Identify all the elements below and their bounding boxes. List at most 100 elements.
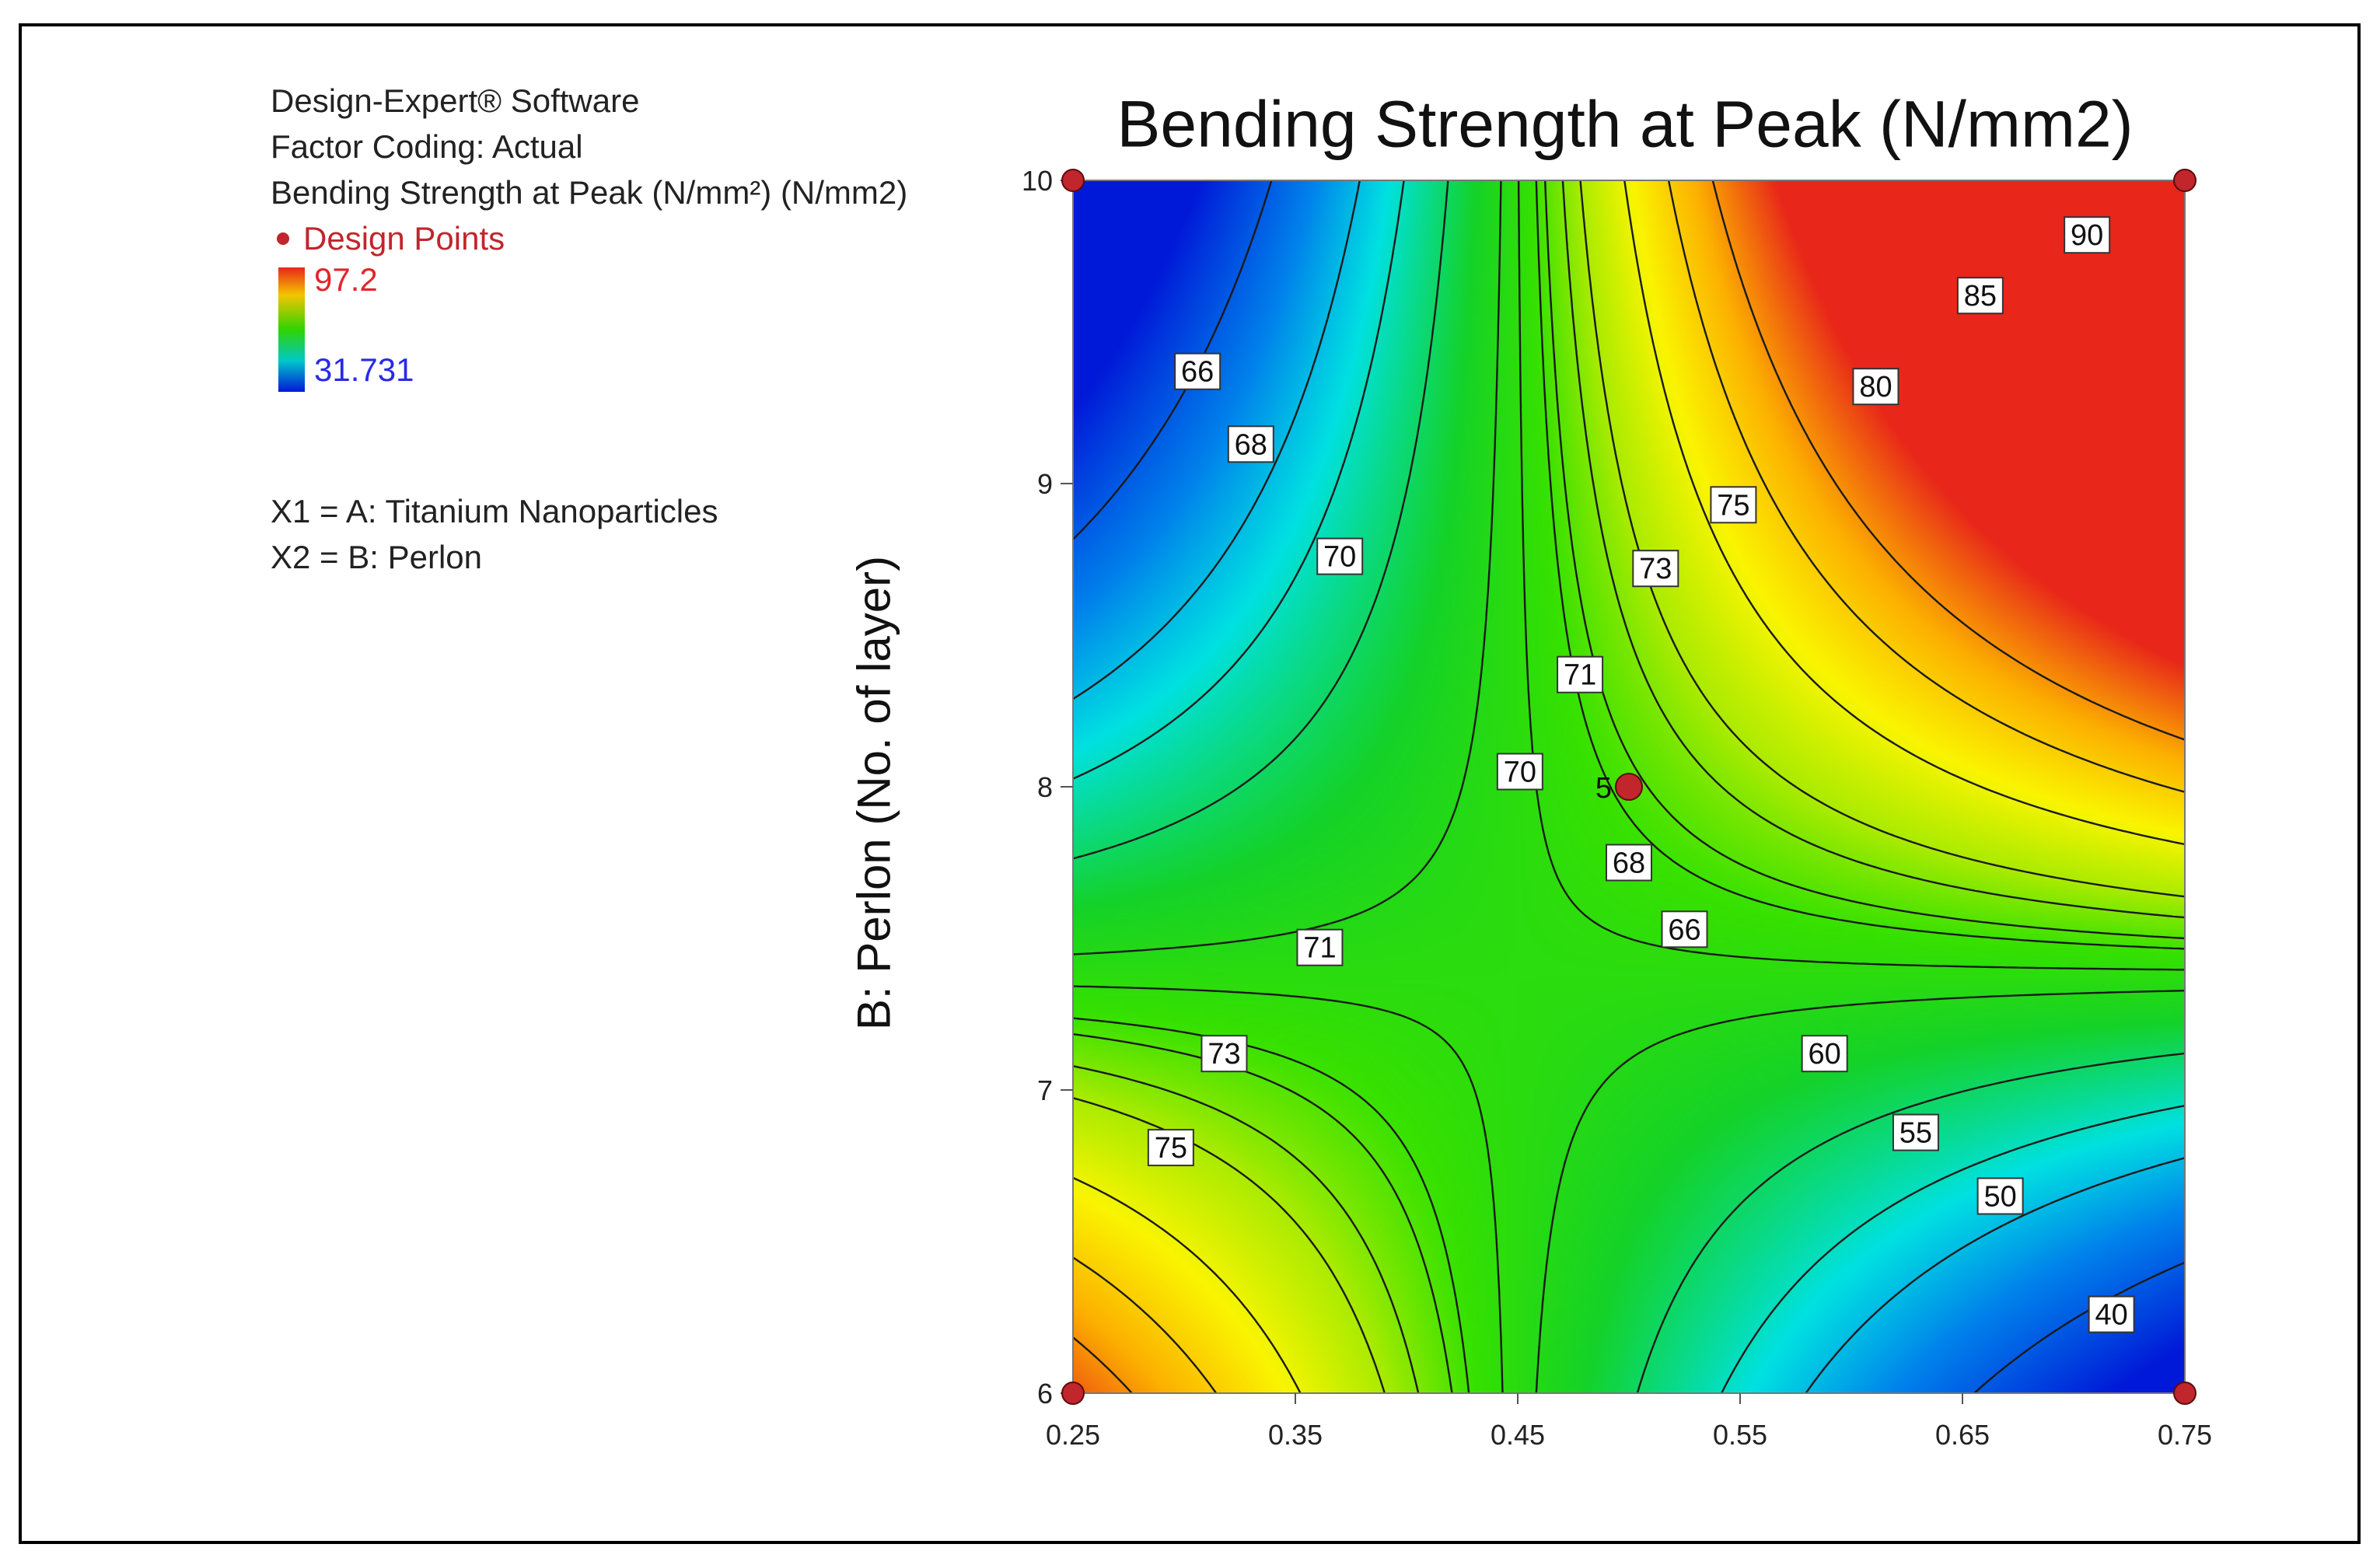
y-tick-label: 8 — [1037, 771, 1053, 803]
contour-label-text: 70 — [1323, 541, 1356, 574]
contour-label: 80 — [1852, 368, 1899, 406]
contour-label-box — [1316, 537, 1364, 575]
contour-label: 71 — [1296, 928, 1344, 966]
legend-response: Bending Strength at Peak (N/mm²) (N/mm2) — [271, 174, 908, 211]
contour-label-box — [2088, 1295, 2135, 1333]
contour-label-text: 55 — [1899, 1117, 1932, 1150]
contour-label: 40 — [2088, 1295, 2135, 1333]
factor-definitions: X1 = A: Titanium Nanoparticles X2 = B: P… — [271, 488, 718, 580]
design-point — [1061, 169, 1085, 192]
contour-label-text: 71 — [1303, 932, 1336, 965]
contour-line-66 — [1072, 180, 2186, 1394]
contour-label: 73 — [1200, 1035, 1248, 1073]
contour-label-box — [1976, 1177, 2024, 1215]
contour-label-box — [1227, 425, 1274, 463]
contour-line-75 — [1072, 180, 2186, 1394]
contour-label-box — [1801, 1035, 1848, 1073]
contour-label: 68 — [1606, 844, 1652, 882]
contour-label-box — [2064, 216, 2111, 254]
contour-line-50 — [1072, 180, 2186, 1394]
contour-label-text: 90 — [2071, 219, 2103, 252]
contour-line-73 — [1072, 180, 2186, 1394]
contour-label-text: 40 — [2095, 1299, 2127, 1332]
contour-label-text: 66 — [1668, 913, 1700, 946]
contour-label-text: 60 — [1809, 1038, 1841, 1071]
x-tick-label: 0.75 — [2158, 1419, 2212, 1451]
contour-label-box — [1956, 277, 2004, 315]
contour-line-68 — [1072, 180, 2185, 1394]
contour-label-text: 73 — [1207, 1038, 1240, 1071]
legend-coding: Factor Coding: Actual — [271, 128, 583, 165]
contour-label-box — [1632, 550, 1679, 588]
contour-label-text: 68 — [1613, 847, 1645, 880]
contour-label: 68 — [1227, 425, 1274, 463]
color-scale-max: 97.2 — [314, 261, 378, 298]
x-tick-label: 0.55 — [1713, 1419, 1767, 1451]
contour-label-box — [1606, 844, 1652, 882]
y-tick-label: 9 — [1037, 468, 1053, 500]
design-point — [2173, 169, 2197, 192]
contour-label: 70 — [1316, 537, 1364, 575]
contour-label-box — [1147, 1129, 1194, 1167]
contour-label-text: 70 — [1504, 756, 1536, 789]
contour-label-box — [1852, 368, 1899, 406]
x-tick-label: 0.65 — [1935, 1419, 1990, 1451]
legend-software: Design-Expert® Software — [271, 82, 640, 119]
y-tick-label: 7 — [1037, 1074, 1053, 1106]
contour-label: 50 — [1976, 1177, 2024, 1215]
factor-x2: X2 = B: Perlon — [271, 539, 482, 575]
contour-label: 75 — [1710, 486, 1757, 524]
contour-label: 75 — [1147, 1129, 1194, 1167]
design-point — [2173, 1382, 2197, 1405]
contour-line-71 — [1072, 180, 2186, 1394]
color-scale-min: 31.731 — [314, 351, 414, 388]
contour-label-text: 71 — [1564, 659, 1596, 692]
contour-label-text: 73 — [1639, 553, 1672, 585]
contour-label: 55 — [1892, 1113, 1939, 1151]
contour-label: 71 — [1557, 655, 1604, 693]
design-point-icon — [277, 232, 289, 245]
contour-label-box — [1557, 655, 1604, 693]
contour-label-box — [1892, 1113, 1939, 1151]
contour-label-box — [1296, 928, 1344, 966]
contour-label: 66 — [1174, 352, 1221, 390]
contour-label-text: 50 — [1983, 1181, 2016, 1214]
contour-line-80 — [1072, 180, 2186, 1394]
contour-label-text: 85 — [1964, 280, 1997, 313]
x-tick-label: 0.25 — [1046, 1419, 1100, 1451]
axes: 0.25 0.35 0.45 0.55 0.65 0.75 6 7 8 9 10 — [1022, 165, 2212, 1451]
legend-panel: Design-Expert® Software Factor Coding: A… — [271, 78, 907, 261]
contour-label-box — [1200, 1035, 1248, 1073]
x-tick-label: 0.45 — [1491, 1419, 1545, 1451]
contour-label: 66 — [1661, 910, 1708, 948]
contour-line-60 — [1072, 180, 2186, 1394]
design-point — [1061, 1382, 1085, 1405]
contour-label-box — [1174, 352, 1221, 390]
contour-label-text: 80 — [1859, 371, 1892, 403]
contour-label: 73 — [1632, 550, 1679, 588]
design-points-label: Design Points — [303, 220, 505, 257]
y-tick-label: 10 — [1022, 165, 1053, 197]
design-points: 5 — [1061, 169, 2197, 1405]
design-point-count: 5 — [1595, 772, 1612, 805]
contour-label-box — [1661, 910, 1708, 948]
chart-title: Bending Strength at Peak (N/mm2) — [1117, 87, 2134, 161]
contour-label-box — [1710, 486, 1757, 524]
legend-design-points: Design Points — [271, 215, 907, 261]
contour-label-text: 75 — [1717, 489, 1749, 522]
factor-x1: X1 = A: Titanium Nanoparticles — [271, 493, 718, 529]
contour-label-box — [1496, 753, 1543, 791]
x-tick-label: 0.35 — [1268, 1419, 1323, 1451]
contour-label-text: 66 — [1181, 356, 1214, 389]
design-point — [1615, 773, 1643, 801]
contour-label-text: 68 — [1235, 428, 1267, 461]
y-tick-label: 6 — [1037, 1378, 1053, 1410]
contour-label: 60 — [1801, 1035, 1848, 1073]
contour-line-70 — [1072, 180, 2186, 1394]
contour-line-85 — [1072, 180, 2186, 1394]
color-scale-bar — [278, 267, 305, 392]
contour-lines — [1072, 180, 2186, 1394]
contour-labels: 90 85 80 75 73 71 70 68 66 60 55 50 40 66 68 70 71 73 75 — [1147, 216, 2135, 1333]
contour-label: 70 — [1496, 753, 1543, 791]
